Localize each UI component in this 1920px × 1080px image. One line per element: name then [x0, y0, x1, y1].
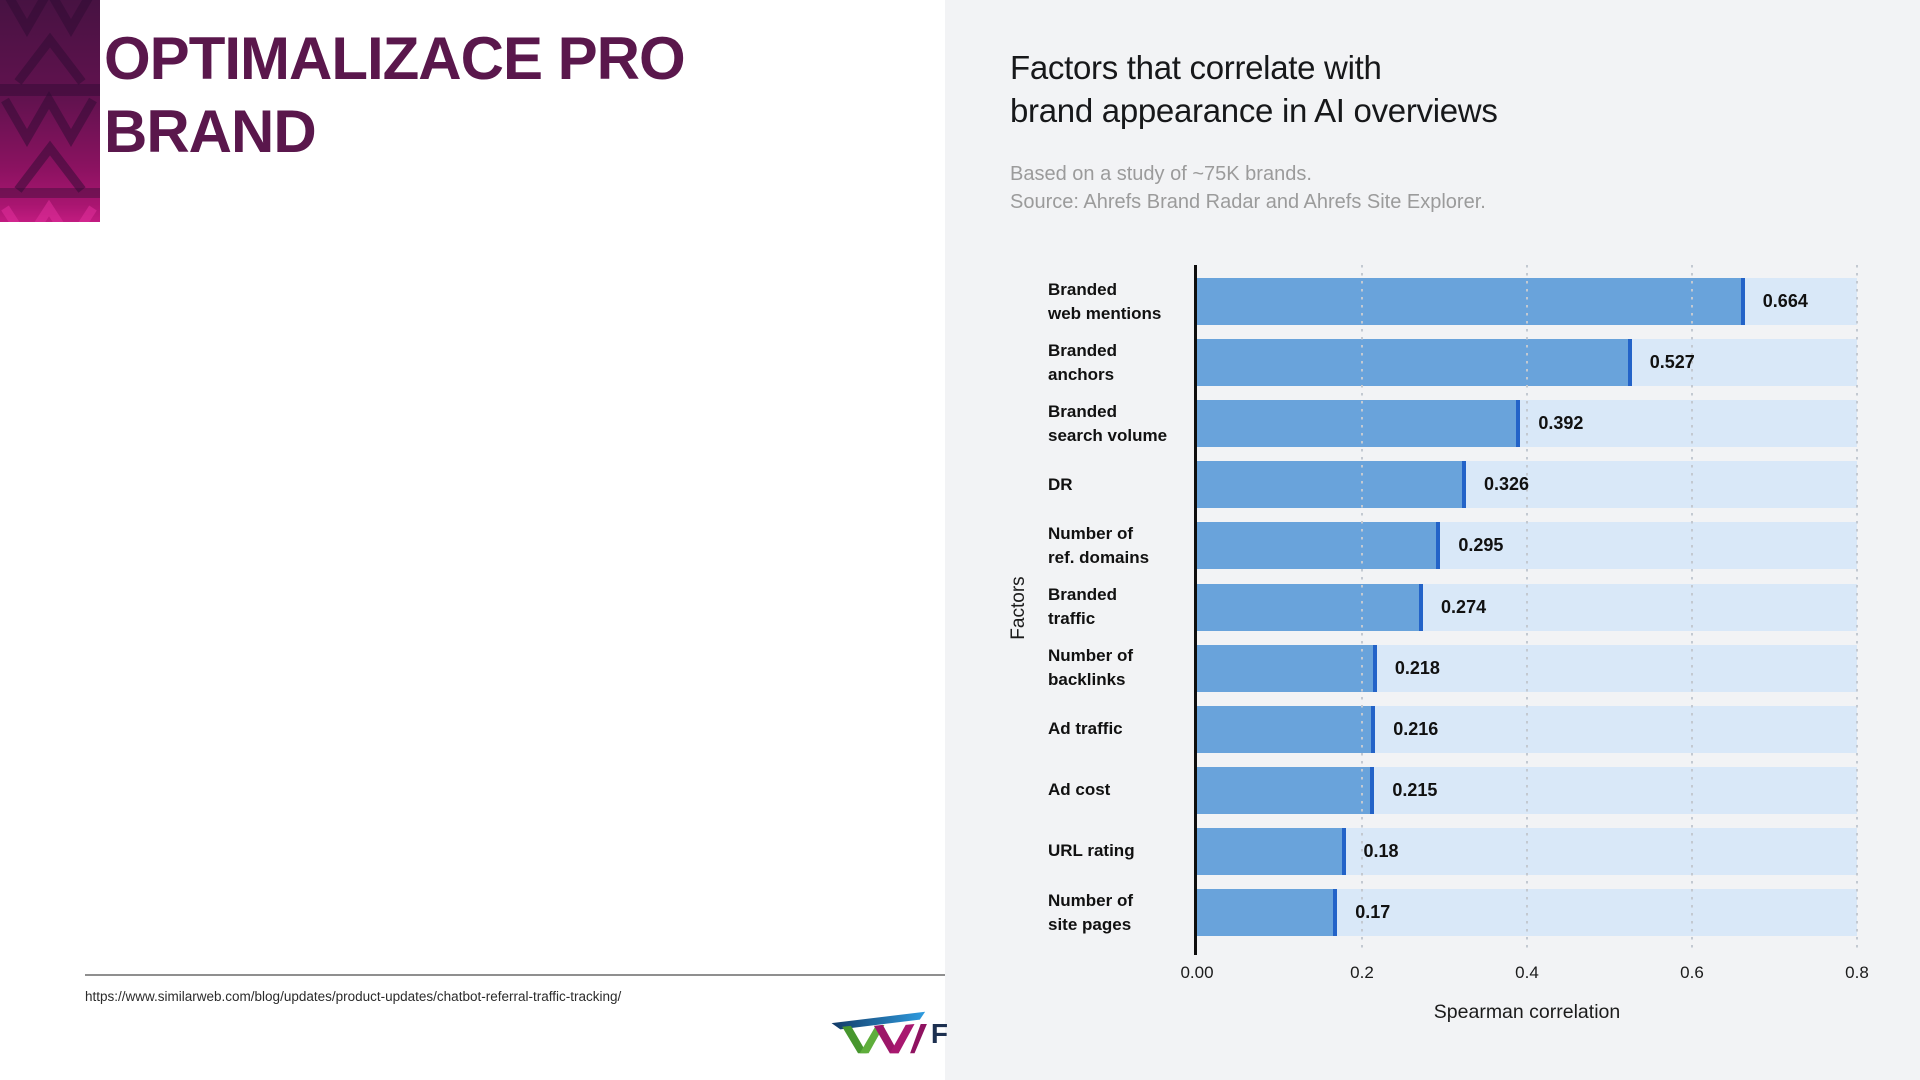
category-label: URL rating	[1048, 841, 1135, 861]
footer-logo: F	[828, 1006, 948, 1058]
bar-value-label: 0.527	[1649, 352, 1695, 373]
bar-value-label: 0.274	[1441, 596, 1487, 617]
bar-value-label: 0.216	[1393, 718, 1439, 739]
bar	[1197, 644, 1377, 692]
category-label: Ad traffic	[1048, 719, 1123, 739]
category-label: Branded anchors	[1048, 340, 1117, 384]
x-axis-label: Spearman correlation	[1433, 1001, 1621, 1023]
bar	[1197, 461, 1466, 509]
bar-value-label: 0.18	[1363, 840, 1399, 861]
bar-value-label: 0.218	[1394, 657, 1440, 678]
bar	[1197, 889, 1338, 936]
x-tick-label: 0.6	[1680, 963, 1704, 982]
gridline	[1526, 265, 1528, 953]
x-tick-label: 0.8	[1845, 963, 1869, 982]
bar-value-label: 0.295	[1458, 535, 1504, 556]
source-url-link[interactable]: https://www.similarweb.com/blog/updates/…	[85, 989, 622, 1004]
y-axis-spine	[1194, 265, 1197, 955]
bar	[1197, 705, 1376, 753]
plot-area: 0.664 Branded web mentions 0.527 Branded an…	[1048, 265, 1869, 1055]
bar-value-label: 0.326	[1483, 474, 1529, 495]
slide-title: OPTIMALIZACE PRO BRAND	[104, 25, 686, 166]
bar	[1197, 827, 1346, 875]
corner-brand-pattern	[0, 0, 100, 251]
w-logo-icon	[831, 1011, 927, 1054]
bar	[1197, 400, 1521, 448]
bar	[1197, 522, 1441, 570]
category-label: Branded search volume	[1048, 401, 1168, 445]
chart-title: Factors that correlate with brand appear…	[1010, 49, 1498, 129]
bar	[1197, 339, 1632, 387]
bar-value-label: 0.215	[1392, 779, 1438, 800]
bar-value-label: 0.17	[1355, 902, 1391, 922]
logo-partial-letter: F	[930, 1018, 948, 1049]
x-tick-label: 0.4	[1515, 963, 1539, 982]
chevron-pattern-icon	[0, 0, 100, 251]
gridline	[1691, 265, 1693, 953]
category-label: DR	[1048, 474, 1073, 494]
bar	[1197, 278, 1745, 325]
category-label: Number of ref. domains	[1048, 523, 1150, 567]
gridline	[1361, 265, 1363, 953]
category-label: Number of site pages	[1048, 890, 1133, 934]
category-label: Number of backlinks	[1048, 646, 1133, 690]
x-tick-label: 0.00	[1180, 963, 1214, 982]
gridline	[1856, 265, 1858, 953]
bar	[1197, 766, 1375, 814]
category-label: Ad cost	[1048, 780, 1111, 800]
x-tick-label: 0.2	[1350, 963, 1374, 982]
chart-subtitle: Based on a study of ~75K brands. Source:…	[1010, 163, 1486, 213]
footer-divider	[85, 974, 945, 976]
y-axis-label: Factors	[1008, 576, 1029, 640]
bar	[1197, 583, 1424, 631]
bar-value-label: 0.664	[1762, 291, 1808, 311]
category-label: Branded web mentions	[1048, 279, 1162, 323]
category-label: Branded traffic	[1048, 585, 1117, 628]
bar-value-label: 0.392	[1538, 413, 1584, 434]
